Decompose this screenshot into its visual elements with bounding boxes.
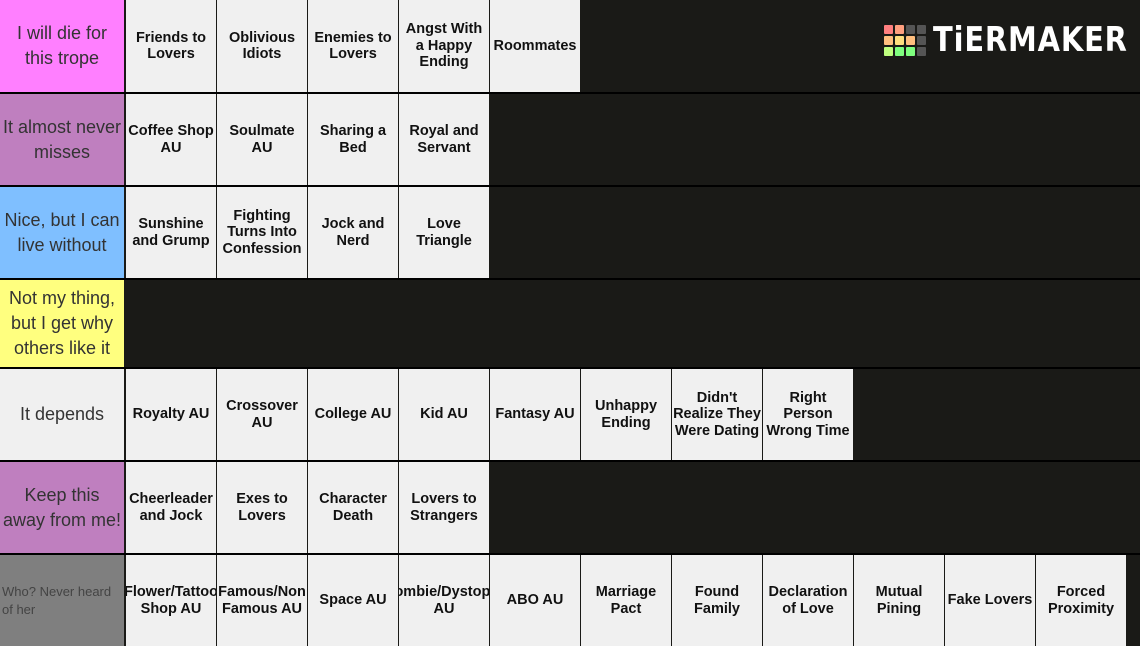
tier-label: Who? Never heard of her xyxy=(0,555,124,646)
tier-item[interactable]: Character Death xyxy=(308,462,398,553)
tier-item[interactable]: Space AU xyxy=(308,555,398,646)
tier-item[interactable]: Crossover AU xyxy=(217,369,307,460)
tier-item[interactable]: Coffee Shop AU xyxy=(126,94,216,185)
tier-item[interactable]: Exes to Lovers xyxy=(217,462,307,553)
tier-row: Who? Never heard of her Flower/Tattoo Sho… xyxy=(0,555,1140,646)
tier-item[interactable]: Friends to Lovers xyxy=(126,0,216,92)
tier-item[interactable]: Famous/Non Famous AU xyxy=(217,555,307,646)
tier-label: I will die for this trope xyxy=(0,0,124,92)
tier-item[interactable]: Marriage Pact xyxy=(581,555,671,646)
tier-item[interactable]: Lovers to Strangers xyxy=(399,462,489,553)
tier-item[interactable]: Royal and Servant xyxy=(399,94,489,185)
tier-item[interactable]: College AU xyxy=(308,369,398,460)
logo: TiERMAKER xyxy=(884,18,1140,62)
tier-item[interactable]: Declaration of Love xyxy=(763,555,853,646)
tier-item[interactable]: Forced Proximity xyxy=(1036,555,1126,646)
tier-item[interactable]: Jock and Nerd xyxy=(308,187,398,278)
tier-item[interactable]: Oblivious Idiots xyxy=(217,0,307,92)
tier-item[interactable]: Fantasy AU xyxy=(490,369,580,460)
tier-item[interactable]: Sharing a Bed xyxy=(308,94,398,185)
logo-text: TiERMAKER xyxy=(933,20,1128,60)
tier-item[interactable]: Love Triangle xyxy=(399,187,489,278)
tier-item[interactable]: Didn't Realize They Were Dating xyxy=(672,369,762,460)
tier-label: It depends xyxy=(0,369,124,460)
tier-label: Keep this away from me! xyxy=(0,462,124,553)
tier-row: Not my thing, but I get why others like … xyxy=(0,280,1140,367)
tier-item[interactable]: ABO AU xyxy=(490,555,580,646)
tier-item[interactable]: Mutual Pining xyxy=(854,555,944,646)
tier-item[interactable]: Roommates xyxy=(490,0,580,92)
tier-label: Not my thing, but I get why others like … xyxy=(0,280,124,367)
tier-item[interactable]: Royalty AU xyxy=(126,369,216,460)
tier-item[interactable]: Cheerleader and Jock xyxy=(126,462,216,553)
tier-item[interactable]: Flower/Tattoo Shop AU xyxy=(126,555,216,646)
tier-row: It depends Royalty AU Crossover AU College … xyxy=(0,369,1140,460)
tier-row: It almost never misses Coffee Shop AU Soul… xyxy=(0,94,1140,185)
tier-label: Nice, but I can live without xyxy=(0,187,124,278)
tier-item[interactable]: Kid AU xyxy=(399,369,489,460)
tier-row: Keep this away from me! Cheerleader and J… xyxy=(0,462,1140,553)
tier-row: I will die for this trope Friends to Love… xyxy=(0,0,1140,92)
tier-item[interactable]: Soulmate AU xyxy=(217,94,307,185)
tier-item[interactable]: Fake Lovers xyxy=(945,555,1035,646)
tier-label: It almost never misses xyxy=(0,94,124,185)
tier-item[interactable]: Right Person Wrong Time xyxy=(763,369,853,460)
tier-item[interactable]: Angst With a Happy Ending xyxy=(399,0,489,92)
tier-item[interactable]: Sunshine and Grump xyxy=(126,187,216,278)
logo-grid xyxy=(884,24,926,56)
tier-item[interactable]: Found Family xyxy=(672,555,762,646)
tier-item[interactable]: Zombie/Dystopia AU xyxy=(399,555,489,646)
tier-item[interactable]: Enemies to Lovers xyxy=(308,0,398,92)
tier-row: Nice, but I can live without Sunshine and… xyxy=(0,187,1140,278)
tier-item[interactable]: Fighting Turns Into Confession xyxy=(217,187,307,278)
tier-item[interactable]: Unhappy Ending xyxy=(581,369,671,460)
